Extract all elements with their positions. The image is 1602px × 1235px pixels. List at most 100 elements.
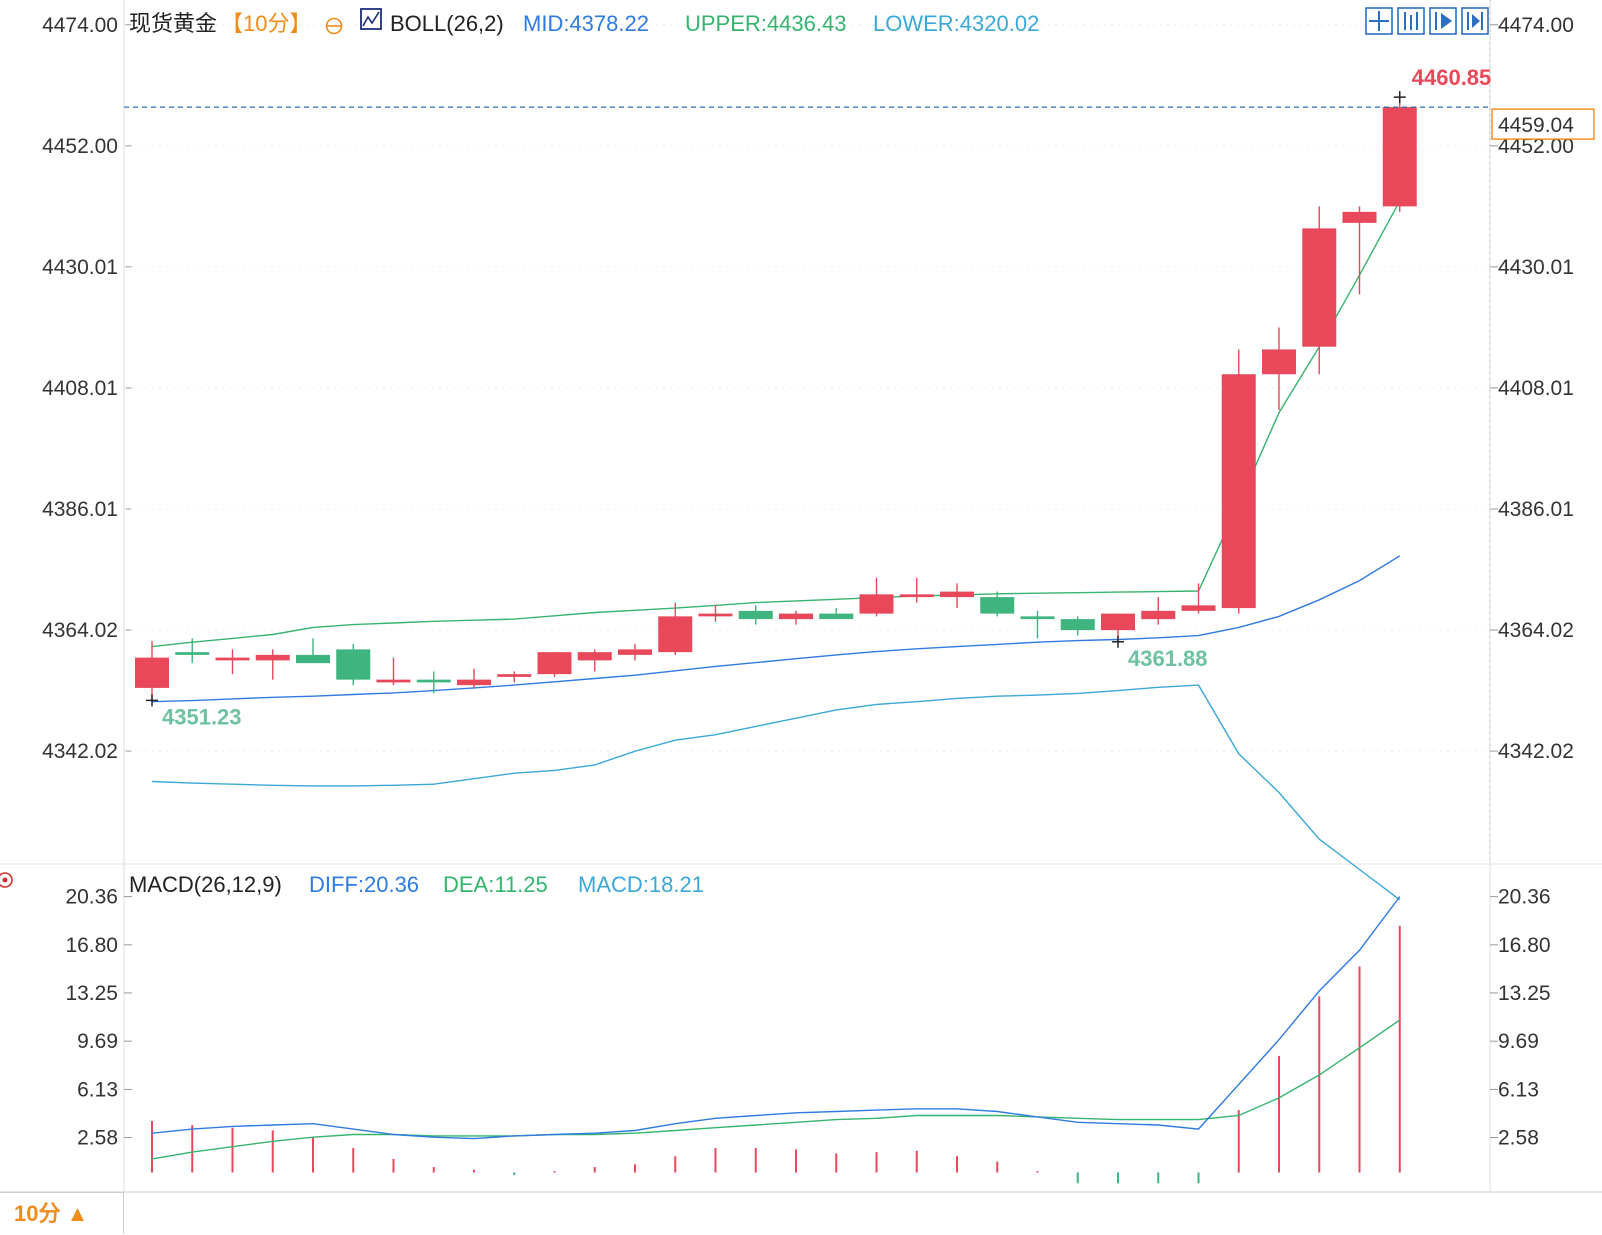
candle-body [255, 654, 290, 661]
price-tick-label: 4364.02 [42, 619, 118, 642]
macd-dea-line [151, 1019, 1401, 1160]
candle-down [1020, 610, 1055, 639]
low-marker-label: 4361.88 [1128, 646, 1208, 671]
macd-macd-value: MACD:18.21 [578, 872, 704, 897]
candle-body [376, 679, 411, 683]
candle-up [899, 577, 934, 603]
candle-up [255, 649, 290, 680]
svg-text:BOLL(26,2) MID:4378.22: BOLL(26,2) MID:4378.22 UPPER:4436.43 LOW… [390, 11, 1039, 36]
macd-tick-label: 2.58 [77, 1126, 118, 1149]
macd-label: MACD(26,12,9) [129, 872, 282, 897]
skip-icon[interactable] [1461, 7, 1489, 35]
macd-tick-label: 6.13 [1498, 1078, 1539, 1101]
price-tick-label: 4342.02 [1498, 740, 1574, 763]
price-axis-right: 4474.00 4452.00 4430.01 4408.01 4386.01 4364.… [1490, 14, 1574, 763]
candle-body [1302, 228, 1337, 347]
boll-lower-value: LOWER:4320.02 [873, 11, 1039, 36]
macd-settings-icon[interactable] [0, 872, 13, 888]
candle-up [1302, 206, 1337, 375]
candle-down [296, 638, 330, 664]
candle-up [859, 577, 894, 617]
candle-up [1221, 349, 1256, 614]
candle-body [1221, 374, 1256, 609]
candle-up [215, 649, 250, 675]
candle-up [457, 668, 491, 688]
macd-tick-label: 6.13 [77, 1078, 118, 1101]
candle-up [135, 641, 169, 701]
macd-tick-label: 16.80 [1498, 934, 1551, 957]
price-tick-label: 4364.02 [1498, 619, 1574, 642]
layout-icon[interactable] [1397, 7, 1425, 35]
candle-body [658, 616, 693, 653]
candle-up [698, 605, 733, 622]
candle-down [1060, 616, 1095, 636]
boll-upper-line [151, 200, 1401, 648]
macd-tick-label: 9.69 [77, 1030, 118, 1053]
candle-up [537, 652, 572, 677]
candle-body [618, 649, 652, 655]
macd-tick-label: 20.36 [1498, 886, 1551, 909]
macd-tick-label: 13.25 [1498, 982, 1551, 1005]
period-label[interactable]: 【10分】 [221, 11, 311, 36]
candle-body [1101, 613, 1135, 631]
candle-up [658, 602, 693, 655]
candle-body [497, 674, 532, 677]
candle-body [698, 613, 733, 617]
price-tick-label: 4452.00 [1498, 135, 1574, 158]
boll-label: BOLL(26,2) [390, 11, 504, 36]
play-icon[interactable] [1429, 7, 1457, 35]
candle-up [577, 649, 612, 672]
candle-body [779, 613, 813, 620]
candle-up [1141, 597, 1176, 625]
candle-body [457, 679, 491, 686]
period-tab[interactable]: 10分 ▲ [0, 1192, 124, 1234]
candle-body [215, 657, 250, 661]
macd-tick-label: 9.69 [1498, 1030, 1539, 1053]
candle-body [819, 613, 854, 620]
macd-tick-label: 20.36 [65, 886, 118, 909]
candle-body [537, 652, 572, 675]
price-tick-label: 4342.02 [42, 740, 118, 763]
boll-mid-value: MID:4378.22 [523, 11, 649, 36]
boll-upper-value: UPPER:4436.43 [685, 11, 846, 36]
candle-up [1262, 327, 1296, 410]
indicator-icon[interactable] [360, 8, 382, 30]
candle-down [980, 591, 1015, 617]
price-annotations: 4459.04 4460.85 4351.23 4361.88 [124, 65, 1595, 729]
candle-up [1181, 583, 1216, 614]
macd-tick-label: 13.25 [65, 982, 118, 1005]
macd-header: MACD(26,12,9) DIFF:20.36 DEA:11.25 MACD:… [129, 872, 704, 897]
macd-histogram [151, 925, 1401, 1184]
candle-body [1141, 610, 1176, 620]
grid-icon[interactable] [1365, 7, 1393, 35]
candle-body [175, 652, 210, 655]
macd-tick-label: 2.58 [1498, 1126, 1539, 1149]
candle-up [618, 643, 652, 661]
candle-body [1181, 605, 1216, 611]
candle-body [859, 594, 894, 614]
candle-body [1060, 619, 1095, 631]
candle-down [819, 608, 854, 620]
macd-axis-right: 20.36 16.80 13.25 9.69 6.13 2.58 [1490, 886, 1551, 1149]
candle-body [940, 591, 974, 598]
candle-body [899, 594, 934, 598]
boll-mid-line [151, 555, 1401, 703]
price-tick-label: 4408.01 [1498, 377, 1574, 400]
candle-body [416, 679, 451, 683]
price-tick-label: 4386.01 [42, 498, 118, 521]
macd-diff-line [151, 896, 1401, 1140]
macd-tick-label: 16.80 [65, 934, 118, 957]
candles [135, 97, 1417, 701]
price-axis-left: 4474.00 4452.00 4430.01 4408.01 4386.01 4364.… [42, 14, 1490, 763]
price-tick-label: 4474.00 [42, 14, 118, 37]
low-marker-label: 4351.23 [162, 704, 242, 729]
candle-body [296, 654, 330, 664]
candle-down [175, 638, 210, 664]
candle-up [1342, 206, 1377, 295]
candle-up [779, 610, 813, 625]
candle-body [1342, 211, 1377, 223]
price-tick-label: 4430.01 [1498, 256, 1574, 279]
settings-icon[interactable] [325, 17, 343, 35]
